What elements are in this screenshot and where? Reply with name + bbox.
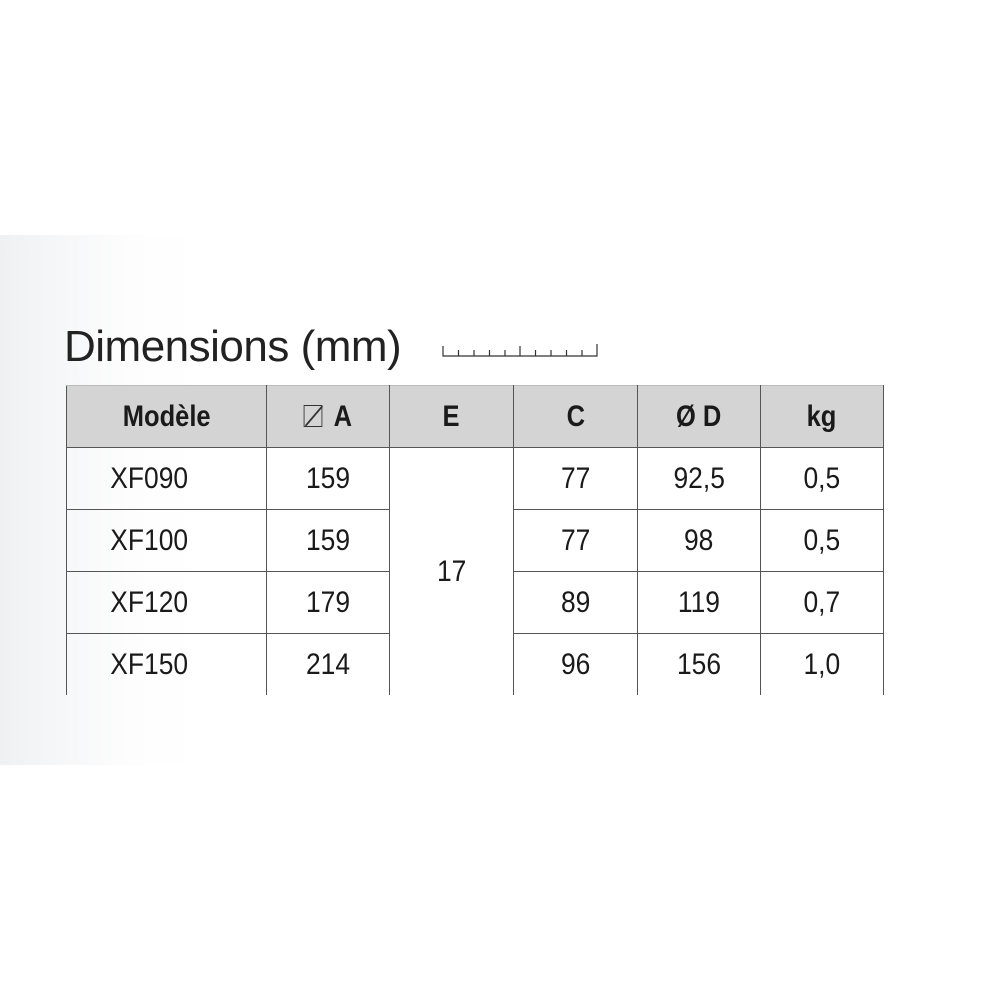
cell-kg: 0,5 [760,509,884,572]
cell-a: 159 [266,509,390,572]
table-row: XF090 159 17 77 92,5 0,5 [66,447,884,695]
header-c: C [513,385,638,448]
cell-kg: 0,7 [760,571,884,634]
cell-model: XF150 [66,633,267,695]
dimensions-table: Modèle A E C Ø D kg XF090 159 17 77 92,5… [66,385,884,695]
header-d: Ø D [637,385,761,448]
cell-d: 119 [637,571,761,634]
cell-kg: 0,5 [760,447,884,510]
cell-c: 77 [513,509,638,572]
cell-kg: 1,0 [760,633,884,695]
cell-a: 179 [266,571,390,634]
cell-d: 92,5 [637,447,761,510]
header-model: Modèle [66,385,267,448]
section-title: Dimensions (mm) [64,322,402,371]
header-a: A [266,385,390,448]
cell-a: 159 [266,447,390,510]
cell-d: 98 [637,509,761,572]
square-diagonal-icon [303,404,323,427]
header-kg: kg [760,385,884,448]
cell-c: 89 [513,571,638,634]
cell-d: 156 [637,633,761,695]
header-e: E [389,385,514,448]
cell-a: 214 [266,633,390,695]
table-row: XF120 179 89 119 0,7 [66,571,884,634]
table-row: XF150 214 96 156 1,0 [66,633,884,695]
cell-c: 77 [513,447,638,510]
cell-e-merged: 17 [389,447,514,695]
cell-model: XF090 [66,447,267,510]
table-row: XF100 159 77 98 0,5 [66,509,884,572]
ruler-icon [442,344,598,357]
cell-model: XF100 [66,509,267,572]
cell-model: XF120 [66,571,267,634]
cell-c: 96 [513,633,638,695]
header-row: Modèle A E C Ø D kg [66,385,884,448]
